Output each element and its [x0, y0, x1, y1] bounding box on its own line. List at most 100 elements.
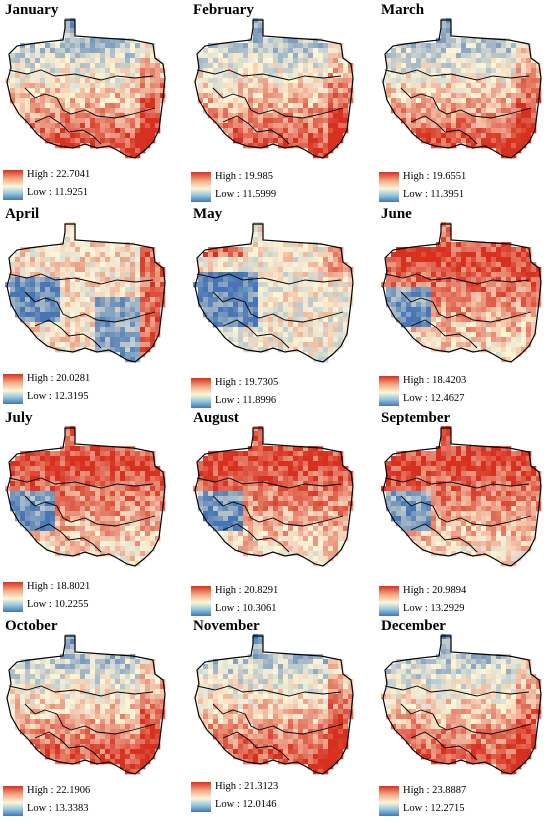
- raster-cell: [35, 521, 41, 527]
- raster-cell: [258, 103, 264, 109]
- raster-cell: [318, 148, 324, 154]
- raster-cell: [85, 486, 91, 492]
- raster-cell: [155, 103, 161, 109]
- raster-cell: [323, 506, 329, 512]
- raster-cell: [456, 98, 462, 104]
- raster-cell: [238, 486, 244, 492]
- raster-cell: [273, 272, 279, 278]
- raster-cell: [208, 98, 214, 104]
- raster-cell: [506, 148, 512, 154]
- raster-cell: [70, 551, 76, 557]
- raster-cell: [125, 73, 131, 79]
- raster-cell: [70, 451, 76, 457]
- raster-cell: [338, 272, 344, 278]
- raster-cell: [203, 496, 209, 502]
- raster-cell: [243, 257, 249, 263]
- raster-cell: [431, 337, 437, 343]
- raster-cell: [130, 138, 136, 144]
- raster-cell: [145, 342, 151, 348]
- raster-cell: [100, 551, 106, 557]
- raster-cell: [208, 252, 214, 258]
- raster-cell: [258, 83, 264, 89]
- raster-cell: [218, 317, 224, 323]
- raster-cell: [80, 282, 86, 288]
- raster-cell: [135, 267, 141, 273]
- raster-cell: [105, 103, 111, 109]
- raster-cell: [115, 496, 121, 502]
- raster-cell: [90, 128, 96, 134]
- raster-cell: [343, 506, 349, 512]
- raster-cell: [80, 38, 86, 44]
- raster-cell: [50, 491, 56, 497]
- raster-cell: [298, 48, 304, 54]
- raster-cell: [273, 342, 279, 348]
- raster-cell: [110, 242, 116, 248]
- raster-cell: [441, 237, 447, 243]
- raster-cell: [521, 143, 527, 149]
- raster-cell: [333, 63, 339, 69]
- raster-cell: [248, 506, 254, 512]
- raster-cell: [223, 53, 229, 59]
- raster-cell: [253, 257, 259, 263]
- raster-cell: [120, 257, 126, 263]
- raster-cell: [155, 511, 161, 517]
- raster-cell: [323, 541, 329, 547]
- raster-cell: [303, 451, 309, 457]
- raster-cell: [283, 506, 289, 512]
- raster-cell: [501, 242, 507, 248]
- raster-cell: [70, 33, 76, 39]
- raster-cell: [258, 456, 264, 462]
- raster-cell: [120, 327, 126, 333]
- raster-cell: [511, 133, 517, 139]
- raster-cell: [233, 58, 239, 64]
- raster-cell: [491, 123, 497, 129]
- raster-cell: [318, 133, 324, 139]
- raster-cell: [283, 292, 289, 298]
- raster-cell: [273, 88, 279, 94]
- raster-cell: [298, 262, 304, 268]
- raster-cell: [135, 43, 141, 49]
- raster-cell: [343, 108, 349, 114]
- raster-cell: [228, 521, 234, 527]
- raster-cell: [75, 267, 81, 273]
- raster-cell: [298, 138, 304, 144]
- raster-cell: [135, 556, 141, 562]
- raster-cell: [318, 272, 324, 278]
- raster-cell: [343, 312, 349, 318]
- raster-cell: [55, 332, 61, 338]
- raster-cell: [115, 317, 121, 323]
- raster-cell: [526, 113, 532, 119]
- raster-cell: [150, 486, 156, 492]
- raster-cell: [223, 262, 229, 268]
- raster-cell: [476, 63, 482, 69]
- raster-cell: [278, 247, 284, 253]
- raster-cell: [95, 88, 101, 94]
- raster-cell: [258, 317, 264, 323]
- raster-cell: [95, 451, 101, 457]
- raster-cell: [318, 541, 324, 547]
- raster-cell: [65, 496, 71, 502]
- raster-cell: [471, 247, 477, 253]
- raster-cell: [208, 78, 214, 84]
- raster-cell: [446, 282, 452, 288]
- raster-cell: [248, 332, 254, 338]
- raster-cell: [318, 252, 324, 258]
- raster-cell: [228, 113, 234, 119]
- raster-cell: [150, 466, 156, 472]
- raster-cell: [461, 292, 467, 298]
- raster-cell: [243, 536, 249, 542]
- raster-cell: [293, 48, 299, 54]
- raster-cell: [318, 446, 324, 452]
- raster-cell: [228, 267, 234, 273]
- raster-cell: [253, 43, 259, 49]
- raster-cell: [90, 73, 96, 79]
- raster-cell: [283, 133, 289, 139]
- raster-cell: [313, 53, 319, 59]
- raster-cell: [140, 58, 146, 64]
- raster-cell: [40, 108, 46, 114]
- raster-cell: [120, 541, 126, 547]
- raster-cell: [476, 282, 482, 288]
- raster-cell: [218, 461, 224, 467]
- raster-cell: [426, 98, 432, 104]
- raster-cell: [298, 242, 304, 248]
